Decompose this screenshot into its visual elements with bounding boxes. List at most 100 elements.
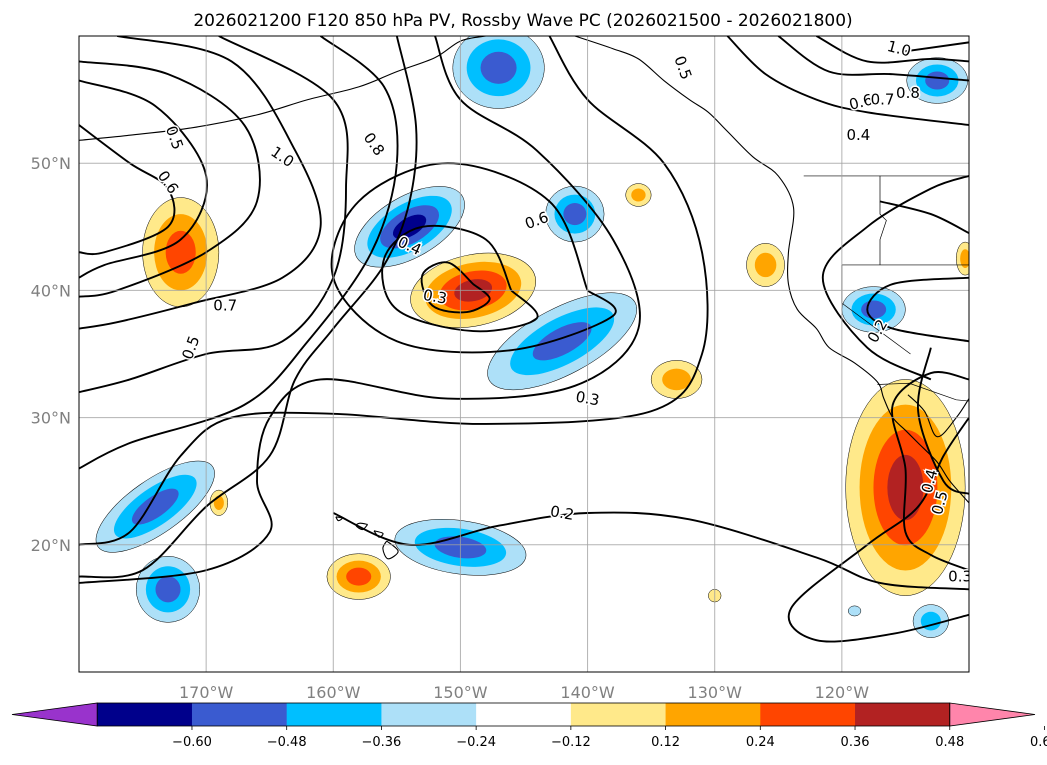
pv-contour-line	[891, 371, 969, 572]
pv-anomaly-blob	[906, 57, 968, 104]
colorbar-segment	[97, 703, 193, 726]
y-tick-label: 30°N	[31, 409, 71, 428]
svg-text:0.8: 0.8	[896, 84, 920, 102]
svg-text:0.4: 0.4	[846, 126, 870, 144]
coastline	[907, 394, 969, 438]
pv-anomaly-blob	[209, 489, 229, 516]
colorbar-tick-label: −0.36	[361, 735, 401, 750]
colorbar-segment	[570, 703, 667, 726]
plot-frame	[78, 35, 970, 673]
contour-label: 0.7	[212, 295, 239, 316]
colorbar-segment	[381, 703, 477, 726]
pv-contour-line	[79, 124, 176, 256]
colorbar: −0.60 −0.48 −0.36 −0.24 −0.12 0.12 0.24 0.36 0.4…	[11, 702, 1047, 750]
colorbar-segment	[855, 703, 951, 726]
contour-label: 0.8	[895, 83, 922, 104]
pv-anomaly-blob	[135, 555, 201, 623]
political-border	[877, 382, 969, 402]
pv-contour-line	[420, 261, 491, 314]
y-tick-label: 20°N	[31, 536, 71, 555]
x-tick-label: 140°W	[560, 683, 615, 702]
y-tick-label: 40°N	[31, 281, 71, 300]
axis-tick-layer: 170°W 160°W 150°W 140°W 130°W 120°W 20°N 30°N 40…	[31, 154, 870, 702]
svg-text:0.3: 0.3	[948, 568, 972, 586]
contour-label: 0.3	[420, 284, 450, 309]
pv-anomaly-blob	[650, 360, 703, 399]
svg-text:0.3: 0.3	[422, 286, 449, 308]
colorbar-segment	[286, 703, 382, 726]
pv-contour-line	[381, 224, 539, 333]
pv-contour-line	[79, 36, 641, 584]
pv-anomaly-blob	[545, 185, 605, 243]
colorbar-frame	[96, 702, 951, 727]
pv-contour-line	[821, 175, 969, 381]
pv-shade-level	[847, 605, 862, 617]
pv-anomaly-blob	[847, 605, 862, 617]
pv-contour-line	[79, 79, 208, 279]
gridline-layer	[79, 36, 969, 672]
pv-contour-line	[330, 162, 617, 354]
pv-shade-level	[662, 368, 691, 391]
pv-contour-line	[866, 276, 969, 343]
coastline	[574, 36, 969, 504]
pv-contour-line	[905, 41, 969, 53]
colorbar-segment	[476, 703, 572, 726]
colorbar-extend-low	[11, 702, 98, 727]
x-tick-label: 160°W	[306, 683, 361, 702]
pv-contour-line	[79, 60, 261, 298]
pv-contour-line	[917, 347, 969, 495]
pv-shade-level	[155, 576, 181, 603]
colorbar-tick-label: −0.24	[456, 735, 496, 750]
contour-line-layer	[79, 36, 969, 643]
colorbar-tick-label: 0.24	[746, 735, 775, 750]
colorbar-tick-label: 0.60	[1030, 735, 1047, 750]
pv-contour-line	[726, 36, 969, 126]
colorbar-tick-label: 0.12	[651, 735, 680, 750]
pv-contour-line	[79, 36, 322, 330]
svg-text:0.7: 0.7	[871, 91, 895, 109]
pv-shade-level	[346, 567, 372, 586]
colorbar-tick-label: 0.36	[841, 735, 870, 750]
pv-anomaly-blob	[452, 36, 545, 109]
svg-text:0.7: 0.7	[213, 297, 237, 315]
x-tick-label: 170°W	[179, 683, 234, 702]
colorbar-segment	[191, 703, 288, 726]
pv-shade-level	[960, 249, 969, 268]
coastline	[335, 516, 343, 522]
pv-contour-line	[79, 36, 709, 546]
colorbar-tick-label: −0.12	[551, 735, 591, 750]
pv-anomaly-blob	[746, 243, 785, 287]
pv-shade-level	[861, 300, 887, 319]
pv-shade-level	[563, 203, 587, 226]
contour-label: 0.7	[869, 89, 896, 110]
pv-anomaly-blob	[354, 186, 465, 268]
pv-shade-level	[392, 214, 427, 240]
pv-contour-line	[815, 36, 969, 64]
colorbar-tick-label: −0.48	[267, 735, 307, 750]
contour-label: 0.4	[845, 125, 872, 146]
pv-shade-level	[631, 188, 646, 202]
x-tick-label: 120°W	[815, 683, 870, 702]
chart-title: 2026021200 F120 850 hPa PV, Rossby Wave …	[193, 11, 852, 31]
pv-contour-line	[79, 36, 399, 470]
x-tick-label: 150°W	[433, 683, 488, 702]
pv-contour-line	[879, 200, 969, 235]
colorbar-extend-high	[949, 702, 1036, 727]
pv-contour-line	[788, 417, 969, 643]
x-tick-label: 130°W	[688, 683, 743, 702]
pv-shade-level	[165, 230, 196, 274]
pv-shading-layer	[95, 36, 969, 638]
pv-contour-line	[777, 36, 969, 82]
contour-label: 0.3	[947, 566, 972, 587]
pv-shade-level	[754, 252, 777, 278]
pv-anomaly-blob	[956, 241, 969, 276]
pv-shade-level	[925, 71, 950, 90]
coastline	[382, 540, 399, 560]
pv-shade-level	[532, 322, 592, 361]
pv-anomaly-blob	[326, 553, 391, 600]
pv-anomaly-blob	[625, 183, 652, 207]
colorbar-segment	[760, 703, 856, 726]
pv-shade-level	[213, 495, 224, 511]
pv-shade-level	[480, 51, 517, 84]
